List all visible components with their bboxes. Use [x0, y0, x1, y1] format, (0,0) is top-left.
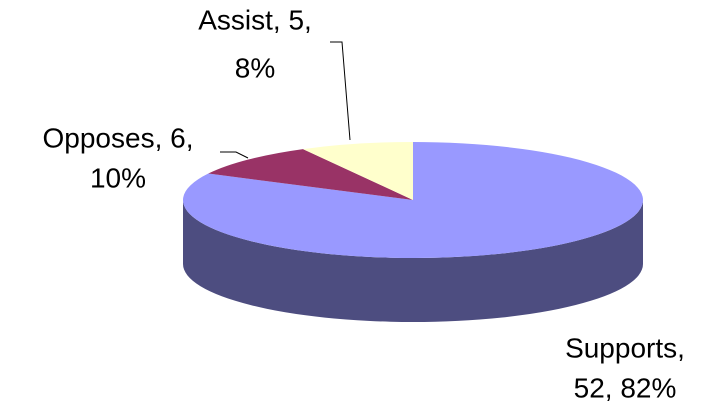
slice [182, 142, 643, 258]
data-label: 8% [235, 52, 275, 83]
data-label: Supports, [565, 332, 685, 363]
slice [303, 142, 413, 200]
slice [208, 149, 413, 200]
data-label: 10% [90, 162, 146, 193]
data-label: 52, 82% [574, 372, 677, 403]
leader-line [330, 41, 351, 141]
data-label: Assist, 5, [198, 4, 312, 35]
slice-side [183, 200, 643, 322]
data-label: Opposes, 6, [43, 122, 194, 153]
leader-line [220, 151, 249, 159]
